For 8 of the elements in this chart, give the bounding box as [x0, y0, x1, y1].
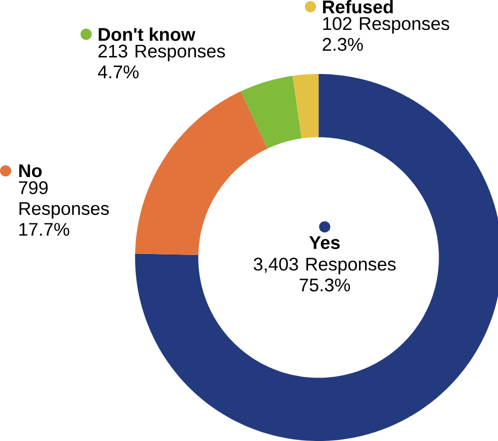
- legend-label: No: [19, 164, 42, 178]
- data-label: 3,403 Responses 75.3%: [254, 258, 396, 292]
- slice-label: Yes: [309, 236, 340, 250]
- data-label: 799 Responses 17.7%: [18, 181, 109, 236]
- legend-label: Don't know: [98, 28, 196, 41]
- data-label: 102 Responses 2.3%: [322, 17, 450, 51]
- legend-label: Refused: [323, 0, 393, 14]
- data-label: 213 Responses 4.7%: [98, 44, 225, 78]
